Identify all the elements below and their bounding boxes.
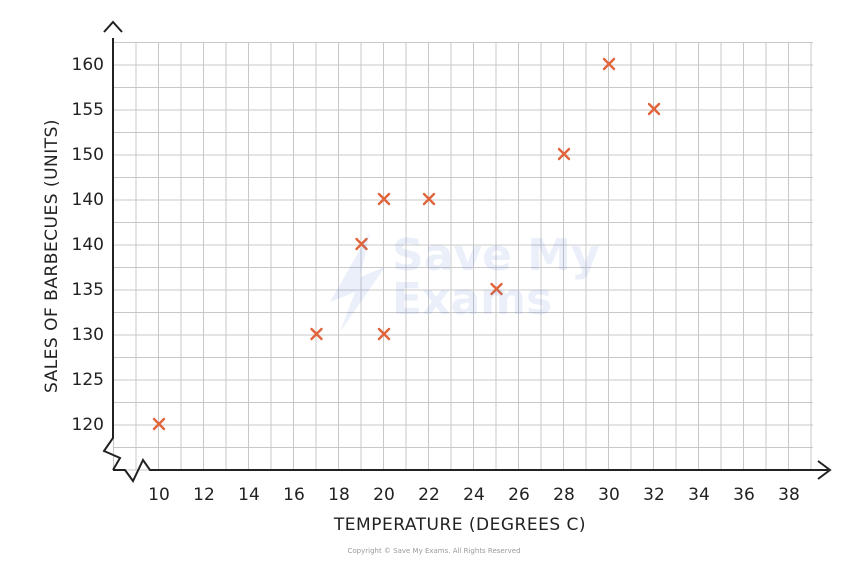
data-point — [602, 57, 616, 71]
x-axis-line — [113, 458, 828, 483]
y-axis-title: SALES OF BARBECUES (UNITS) — [42, 119, 62, 393]
x-tick-labels: 10 12 14 16 18 20 22 24 26 28 30 32 34 36 38 — [148, 485, 800, 505]
x-tick-label: 12 — [193, 485, 215, 505]
x-tick-label: 14 — [238, 485, 260, 505]
copyright-footer: Copyright © Save My Exams. All Rights Re… — [347, 547, 521, 555]
x-tick-label: 36 — [733, 485, 755, 505]
x-tick-label: 18 — [328, 485, 350, 505]
data-point — [557, 147, 571, 161]
data-point — [422, 192, 436, 206]
y-tick-label: 160 — [72, 55, 104, 75]
data-point — [647, 102, 661, 116]
data-point — [377, 327, 391, 341]
y-tick-label: 120 — [72, 415, 104, 435]
x-tick-label: 32 — [643, 485, 665, 505]
x-tick-label: 34 — [688, 485, 710, 505]
grid — [113, 42, 813, 471]
y-tick-label: 135 — [72, 280, 104, 300]
x-tick-label: 38 — [778, 485, 800, 505]
x-tick-label: 30 — [598, 485, 620, 505]
x-tick-label: 16 — [283, 485, 305, 505]
x-tick-label: 26 — [508, 485, 530, 505]
data-point — [152, 417, 166, 431]
x-tick-label: 22 — [418, 485, 440, 505]
data-point — [310, 327, 323, 341]
y-tick-label: 140 — [72, 190, 104, 210]
x-tick-label: 28 — [553, 485, 575, 505]
y-axis-arrow — [103, 20, 123, 33]
x-tick-label: 10 — [148, 485, 170, 505]
data-point — [490, 282, 503, 296]
x-tick-label: 24 — [463, 485, 485, 505]
y-tick-label: 150 — [72, 145, 104, 165]
y-tick-label: 155 — [72, 100, 104, 120]
x-axis-title: TEMPERATURE (DEGREES C) — [333, 515, 586, 535]
y-tick-label: 130 — [72, 325, 104, 345]
y-axis-line — [102, 38, 122, 471]
data-points — [152, 57, 661, 431]
y-tick-labels: 120 125 130 135 140 140 150 155 160 — [72, 55, 104, 435]
y-tick-label: 140 — [72, 235, 104, 255]
x-tick-label: 20 — [373, 485, 395, 505]
data-point — [377, 192, 391, 206]
y-tick-label: 125 — [72, 370, 104, 390]
axes — [102, 20, 832, 483]
data-point — [355, 237, 368, 251]
x-axis-arrow — [817, 460, 832, 480]
